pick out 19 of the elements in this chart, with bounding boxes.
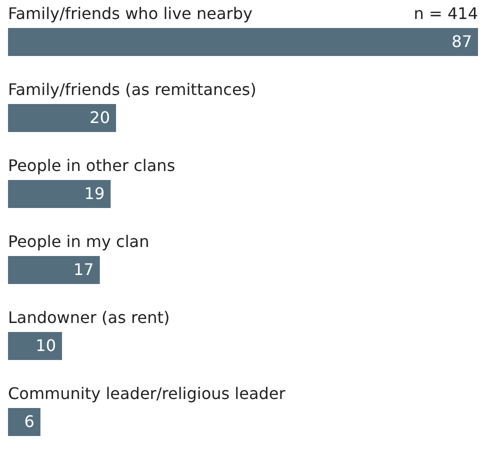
y-tick-label: Landowner (as rent) — [8, 308, 170, 327]
bar — [8, 256, 100, 284]
data-label: 17 — [73, 260, 94, 279]
bar — [8, 104, 116, 132]
y-tick-label: People in other clans — [8, 156, 176, 175]
y-tick-label: People in my clan — [8, 232, 150, 251]
data-label: 20 — [90, 108, 110, 127]
y-tick-label: Family/friends who live nearby — [8, 4, 252, 23]
y-tick-label: Community leader/religious leader — [8, 384, 286, 403]
y-tick-label: Family/friends (as remittances) — [8, 80, 256, 99]
bar — [8, 180, 111, 208]
annotation: n = 414 — [414, 4, 478, 23]
data-label: 10 — [36, 336, 56, 355]
data-label: 6 — [24, 412, 34, 431]
data-label: 87 — [452, 32, 472, 51]
data-label: 19 — [84, 184, 105, 203]
bar — [8, 408, 40, 436]
bar — [8, 332, 62, 360]
bar — [8, 28, 478, 56]
